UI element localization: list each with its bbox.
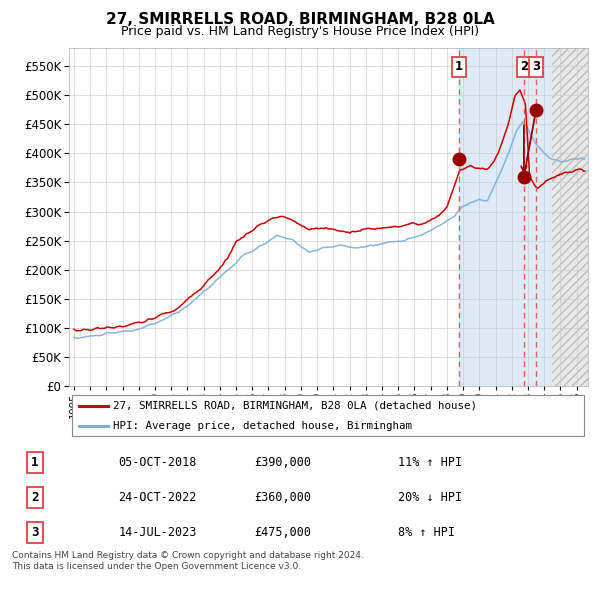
FancyBboxPatch shape [71,395,584,436]
Text: 05-OCT-2018: 05-OCT-2018 [119,455,197,468]
Text: 14-JUL-2023: 14-JUL-2023 [119,526,197,539]
Text: Contains HM Land Registry data © Crown copyright and database right 2024.: Contains HM Land Registry data © Crown c… [12,552,364,560]
Text: £360,000: £360,000 [254,490,311,504]
Text: 1: 1 [455,60,463,74]
Bar [553,48,588,386]
Text: 2: 2 [520,60,528,74]
Text: £475,000: £475,000 [254,526,311,539]
Bar [553,48,588,386]
Text: 8% ↑ HPI: 8% ↑ HPI [398,526,455,539]
Text: 20% ↓ HPI: 20% ↓ HPI [398,490,462,504]
Text: 11% ↑ HPI: 11% ↑ HPI [398,455,462,468]
Text: 1: 1 [31,455,39,468]
Text: 3: 3 [532,60,540,74]
Text: 2: 2 [31,490,39,504]
Text: HPI: Average price, detached house, Birmingham: HPI: Average price, detached house, Birm… [113,421,412,431]
Text: 24-OCT-2022: 24-OCT-2022 [119,490,197,504]
Text: 3: 3 [31,526,39,539]
Bar [459,48,553,386]
Text: £390,000: £390,000 [254,455,311,468]
Text: Price paid vs. HM Land Registry's House Price Index (HPI): Price paid vs. HM Land Registry's House … [121,25,479,38]
Text: 27, SMIRRELLS ROAD, BIRMINGHAM, B28 0LA: 27, SMIRRELLS ROAD, BIRMINGHAM, B28 0LA [106,12,494,27]
Text: 27, SMIRRELLS ROAD, BIRMINGHAM, B28 0LA (detached house): 27, SMIRRELLS ROAD, BIRMINGHAM, B28 0LA … [113,401,477,411]
Text: This data is licensed under the Open Government Licence v3.0.: This data is licensed under the Open Gov… [12,562,301,571]
